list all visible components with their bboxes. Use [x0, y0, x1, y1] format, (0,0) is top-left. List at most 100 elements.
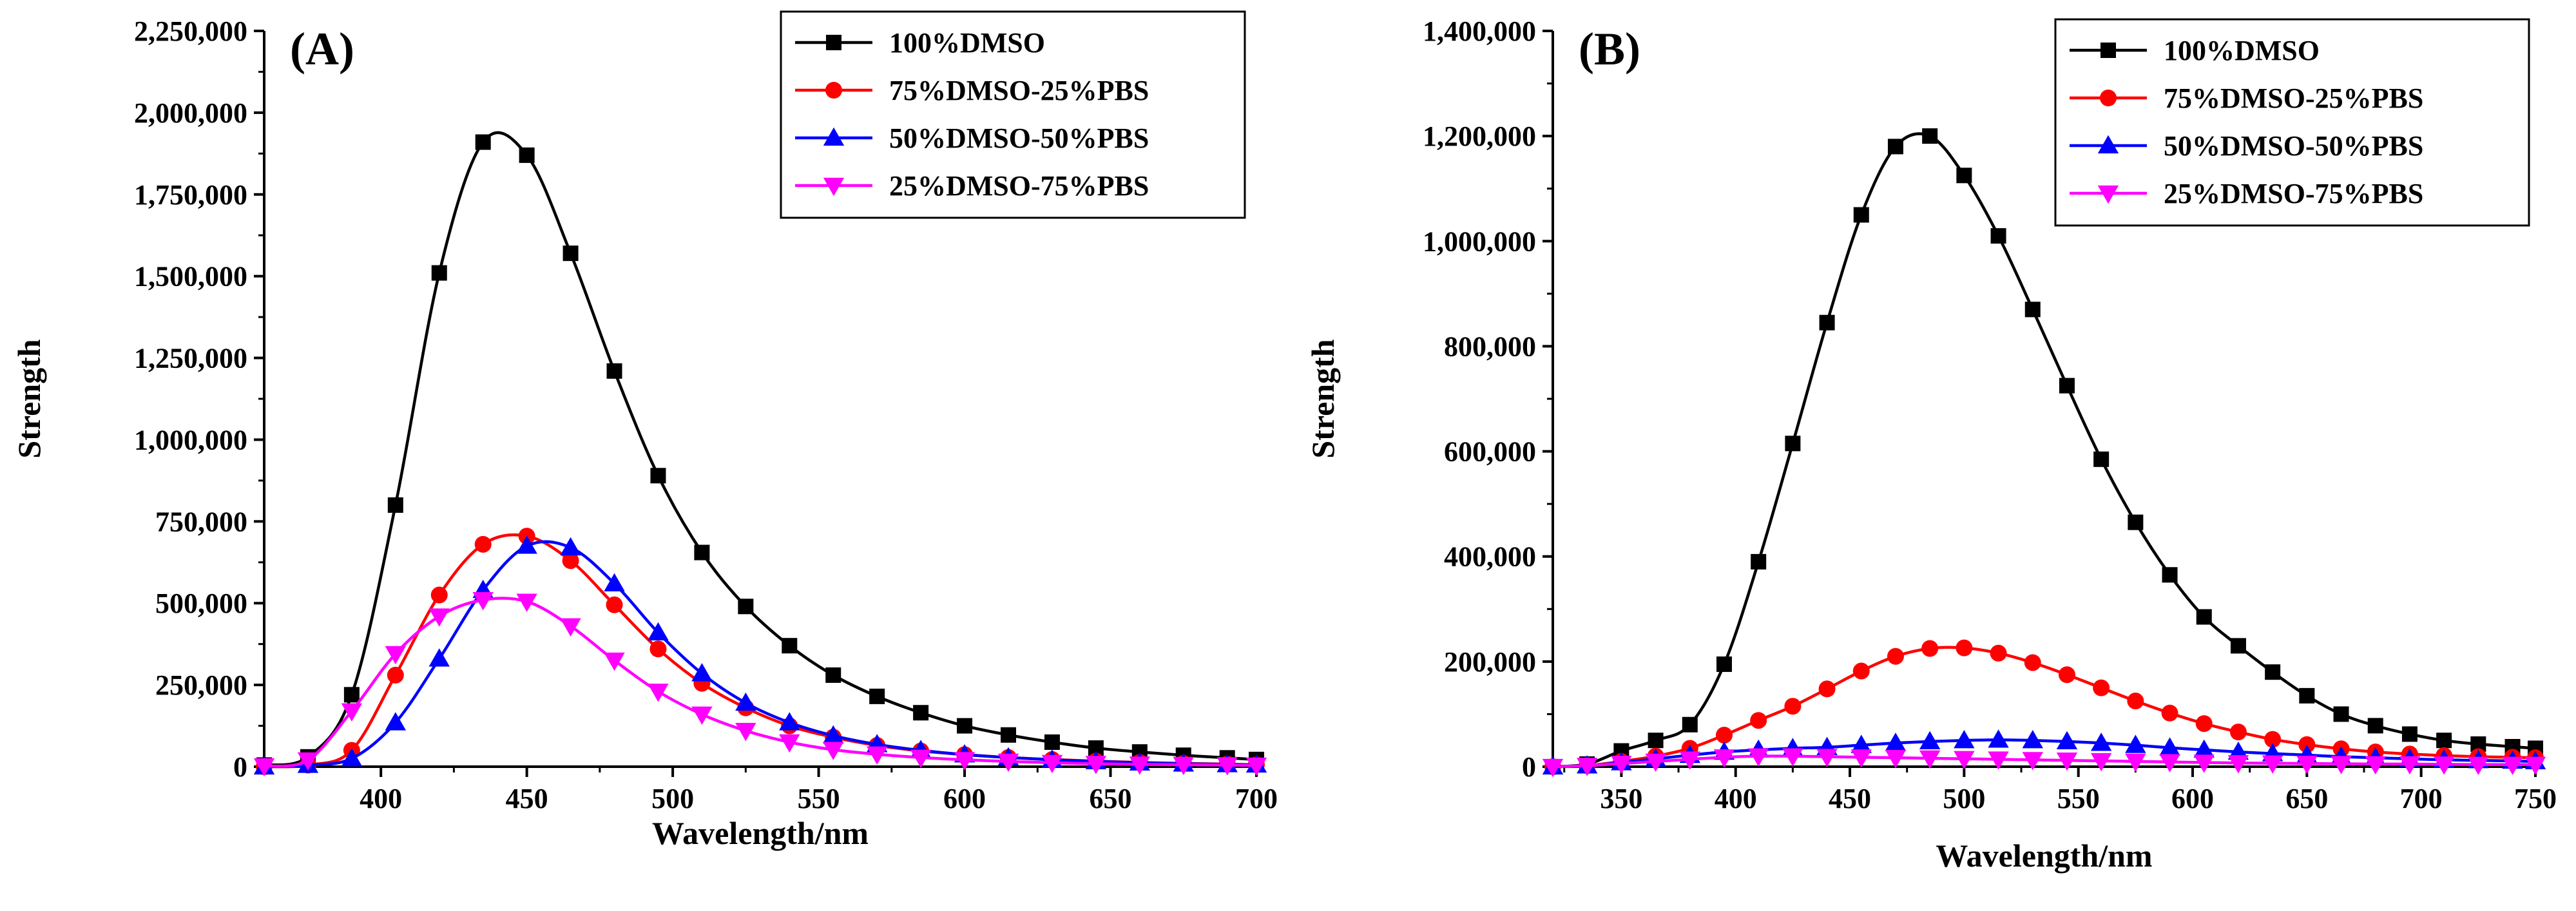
legend-label: 50%DMSO-50%PBS [2164, 130, 2423, 162]
data-point [1818, 680, 1836, 698]
data-point [2161, 704, 2178, 722]
y-tick-label: 1,200,000 [1423, 120, 1536, 152]
data-point [2262, 755, 2283, 774]
data-point [604, 652, 625, 671]
data-point [1751, 553, 1767, 570]
data-point [1782, 748, 1803, 767]
x-axis-title: Wavelength/nm [1936, 838, 2152, 874]
x-tick-label: 550 [798, 783, 840, 814]
data-point [2193, 754, 2215, 773]
y-tick-label: 400,000 [1444, 541, 1536, 573]
data-point [2195, 715, 2213, 733]
data-point [2365, 756, 2386, 775]
data-point [516, 593, 537, 612]
y-tick-label: 1,250,000 [134, 343, 247, 374]
data-point [606, 363, 622, 379]
series-line [264, 131, 1257, 767]
data-point [2159, 737, 2180, 756]
data-point [735, 692, 756, 711]
chart-panel-a: 0 250,000 500,000 750,000 1,000,000 1,250,000… [11, 10, 1278, 851]
data-point [385, 712, 407, 731]
data-point [516, 535, 537, 554]
data-point [1645, 753, 1666, 772]
legend-swatch-marker [823, 127, 845, 146]
legend-label: 50%DMSO-50%PBS [889, 122, 1149, 154]
data-point [475, 134, 491, 150]
legend-label: 100%DMSO [889, 27, 1045, 59]
data-point [954, 752, 976, 771]
data-point [2401, 726, 2417, 742]
data-point [428, 608, 450, 627]
legend-label: 75%DMSO-25%PBS [2164, 82, 2423, 114]
legend-label: 25%DMSO-75%PBS [889, 170, 1149, 202]
data-point [1885, 749, 1907, 769]
data-point [1988, 751, 2009, 770]
data-point [1576, 758, 1598, 776]
data-point [1747, 748, 1769, 767]
data-point [650, 468, 666, 484]
data-point [1850, 749, 1872, 768]
data-point [1954, 751, 1975, 769]
x-tick-label: 450 [1829, 783, 1871, 814]
x-tick-label: 500 [651, 783, 694, 814]
y-axis-title: Strength [11, 339, 47, 458]
legend-swatch-marker [2100, 43, 2116, 58]
legend-box [780, 10, 1246, 219]
data-point [2024, 302, 2041, 318]
data-point [1611, 755, 1632, 774]
data-point [2296, 755, 2318, 774]
data-point [387, 497, 403, 513]
x-tick-label: 500 [1943, 783, 1985, 814]
data-point [431, 265, 447, 281]
data-point [297, 752, 319, 771]
series-3 [253, 591, 1267, 777]
data-point [1001, 727, 1016, 743]
x-tick-label: 400 [1715, 783, 1757, 814]
panel-label: (A) [290, 23, 354, 75]
y-tick-label: 0 [233, 751, 247, 783]
series-line [1552, 646, 2536, 769]
legend-swatch-marker [2097, 135, 2119, 154]
data-point [2264, 731, 2282, 748]
x-tick-label: 650 [1090, 783, 1132, 814]
data-point [691, 706, 713, 725]
data-point [779, 712, 800, 731]
data-point [562, 245, 579, 262]
series-0 [256, 131, 1264, 773]
data-point [1990, 644, 2007, 662]
data-point [2093, 679, 2110, 696]
data-point [957, 718, 973, 734]
data-point [1216, 757, 1238, 776]
data-point [1852, 662, 1870, 680]
panel-label: (B) [1579, 23, 1640, 75]
data-point [1919, 750, 1941, 769]
data-point [1713, 749, 1735, 768]
data-point [428, 648, 450, 667]
data-point [1245, 757, 1267, 776]
data-point [1885, 733, 1907, 751]
series-0 [1545, 128, 2543, 774]
data-point [2022, 730, 2043, 749]
y-tick-label: 2,000,000 [134, 97, 247, 129]
data-point [2298, 736, 2316, 753]
data-point [1044, 734, 1060, 750]
data-point [2090, 733, 2112, 751]
data-point [2022, 752, 2043, 771]
data-point [2524, 756, 2546, 775]
data-point [2230, 638, 2246, 654]
series-line [264, 597, 1257, 768]
x-axis-title: Wavelength/nm [652, 815, 869, 851]
data-point [387, 666, 404, 684]
data-point [2468, 756, 2489, 775]
y-tick-label: 2,250,000 [134, 15, 247, 47]
series-1 [256, 528, 1265, 775]
data-point [738, 599, 754, 615]
data-point [2058, 666, 2075, 684]
data-point [735, 723, 756, 742]
y-tick-label: 200,000 [1444, 646, 1536, 678]
legend-swatch-marker [823, 177, 845, 197]
data-point [782, 638, 798, 654]
data-point [823, 725, 844, 743]
legend-swatch-marker [825, 82, 842, 99]
data-point [1850, 734, 1872, 753]
